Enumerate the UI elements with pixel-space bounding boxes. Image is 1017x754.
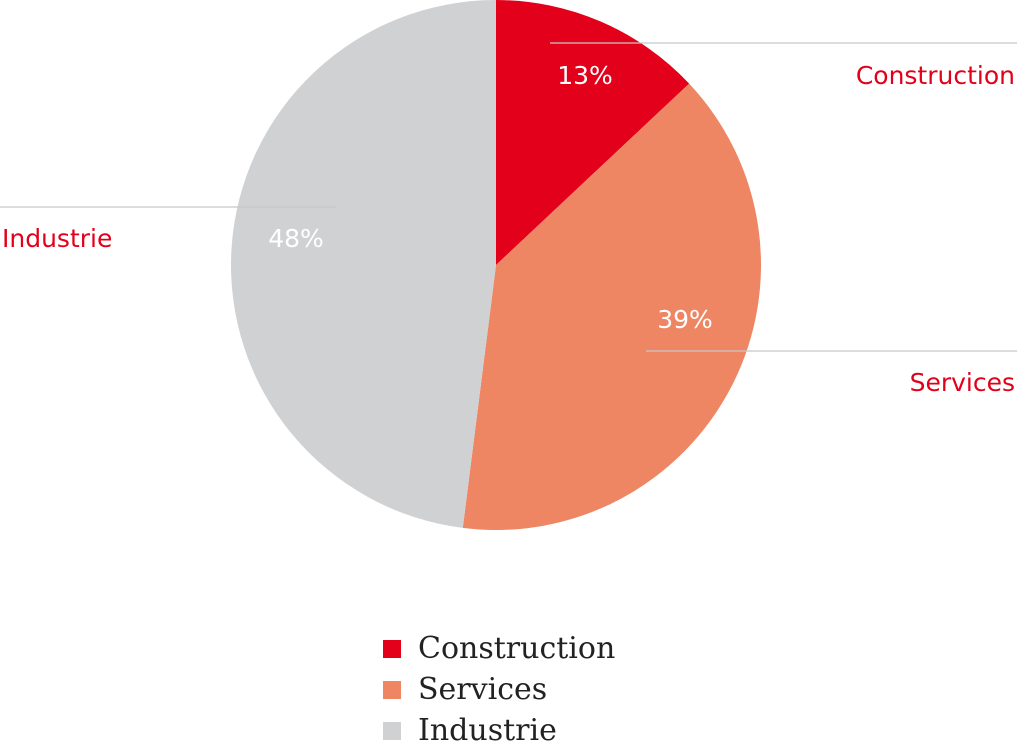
legend-swatch-services xyxy=(383,680,401,699)
pie-slice-services xyxy=(462,83,761,530)
legend-item-industrie: Industrie xyxy=(383,710,615,751)
slice-value-label-construction: 13% xyxy=(557,61,613,90)
chart-legend: Construction Services Industrie xyxy=(383,628,615,751)
legend-label-industrie: Industrie xyxy=(418,712,557,748)
slice-value-label-industrie: 48% xyxy=(268,224,324,253)
legend-swatch-industrie xyxy=(383,721,401,740)
callout-label-construction: Construction xyxy=(856,61,1015,90)
legend-item-services: Services xyxy=(383,669,615,710)
leader-lines xyxy=(0,42,1017,352)
legend-label-services: Services xyxy=(418,671,548,707)
callout-label-industrie: Industrie xyxy=(2,224,112,253)
legend-swatch-construction xyxy=(383,639,401,658)
callout-labels: Construction Services Industrie xyxy=(2,61,1015,397)
legend-label-construction: Construction xyxy=(418,630,616,666)
slice-value-label-services: 39% xyxy=(657,305,713,334)
pie-slice-industrie xyxy=(230,0,497,528)
pie-chart: 13% 39% 48% Construction Services Industrie xyxy=(0,0,1017,530)
pie-slice-construction xyxy=(496,0,690,265)
legend-item-construction: Construction xyxy=(383,628,615,669)
pie-slices xyxy=(230,0,761,530)
callout-label-services: Services xyxy=(910,368,1015,397)
slice-value-labels: 13% 39% 48% xyxy=(268,61,713,334)
